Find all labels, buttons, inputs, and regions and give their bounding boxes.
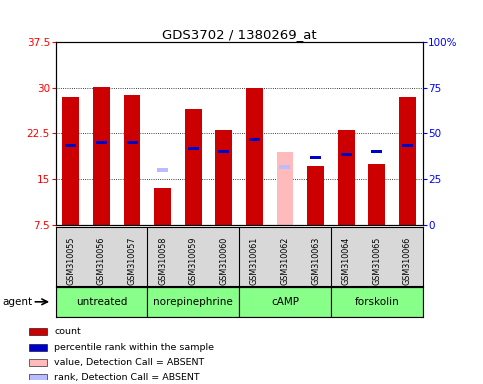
Bar bbox=[96, 141, 107, 144]
Bar bbox=[338, 131, 355, 225]
Bar bbox=[215, 131, 232, 225]
Bar bbox=[147, 287, 239, 317]
Bar bbox=[341, 153, 352, 156]
Text: agent: agent bbox=[2, 297, 32, 307]
Text: cAMP: cAMP bbox=[271, 297, 299, 307]
Bar bbox=[280, 165, 290, 169]
Bar bbox=[65, 144, 76, 147]
Bar bbox=[28, 328, 47, 335]
Text: GSM310066: GSM310066 bbox=[403, 237, 412, 285]
Bar bbox=[124, 95, 141, 225]
Text: percentile rank within the sample: percentile rank within the sample bbox=[54, 343, 214, 352]
Bar bbox=[56, 287, 147, 317]
Text: GSM310061: GSM310061 bbox=[250, 237, 259, 285]
Bar bbox=[28, 359, 47, 366]
Bar bbox=[249, 138, 260, 141]
Bar bbox=[277, 152, 293, 225]
Text: norepinephrine: norepinephrine bbox=[153, 297, 233, 307]
Text: GSM310058: GSM310058 bbox=[158, 237, 167, 285]
Text: GSM310056: GSM310056 bbox=[97, 237, 106, 285]
Bar bbox=[246, 88, 263, 225]
Text: GSM310059: GSM310059 bbox=[189, 237, 198, 285]
Bar bbox=[399, 97, 416, 225]
Bar bbox=[185, 109, 201, 225]
Bar bbox=[93, 87, 110, 225]
Bar bbox=[127, 141, 138, 144]
Bar bbox=[62, 97, 79, 225]
Bar bbox=[28, 374, 47, 381]
Bar bbox=[188, 147, 199, 150]
Bar bbox=[331, 287, 423, 317]
Text: GSM310057: GSM310057 bbox=[128, 237, 137, 285]
Bar bbox=[239, 287, 331, 317]
Text: GSM310055: GSM310055 bbox=[66, 237, 75, 285]
Text: untreated: untreated bbox=[76, 297, 127, 307]
Bar bbox=[307, 166, 324, 225]
Text: GSM310064: GSM310064 bbox=[341, 237, 351, 285]
Bar bbox=[154, 188, 171, 225]
Text: value, Detection Call = ABSENT: value, Detection Call = ABSENT bbox=[54, 358, 205, 367]
Bar bbox=[310, 156, 321, 159]
Text: forskolin: forskolin bbox=[355, 297, 399, 307]
Bar bbox=[28, 344, 47, 351]
Bar bbox=[402, 144, 413, 147]
Text: rank, Detection Call = ABSENT: rank, Detection Call = ABSENT bbox=[54, 373, 200, 382]
Bar bbox=[371, 150, 382, 153]
Bar bbox=[369, 164, 385, 225]
Text: GSM310065: GSM310065 bbox=[372, 237, 381, 285]
Text: GSM310063: GSM310063 bbox=[311, 237, 320, 285]
Text: GSM310062: GSM310062 bbox=[281, 237, 289, 285]
Bar bbox=[218, 150, 229, 153]
Bar bbox=[157, 168, 168, 172]
Text: count: count bbox=[54, 327, 81, 336]
Text: GSM310060: GSM310060 bbox=[219, 237, 228, 285]
Title: GDS3702 / 1380269_at: GDS3702 / 1380269_at bbox=[162, 28, 316, 41]
